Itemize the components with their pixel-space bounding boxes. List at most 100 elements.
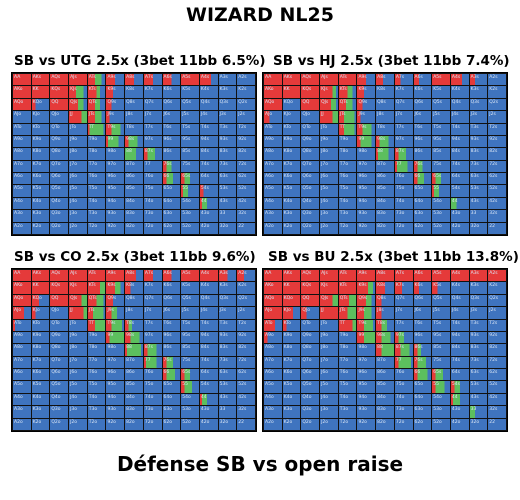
hand-label: K5o (283, 382, 293, 388)
hand-label: QTo (302, 320, 311, 326)
hand-label: T3s (470, 320, 479, 326)
hand-cell: 74s (199, 356, 218, 369)
hand-label: T4o (88, 394, 98, 400)
hand-cell: 65s (432, 173, 450, 185)
hand-label: 33 (470, 407, 477, 413)
hand-label: 97s (144, 332, 153, 338)
hand-label: 72s (489, 357, 498, 363)
hand-label: 62s (489, 370, 498, 376)
hand-label: Q7o (51, 357, 61, 363)
hand-label: 62s (238, 174, 247, 180)
hand-label: 74s (200, 161, 209, 167)
hand-label: K4o (32, 198, 42, 204)
hand-label: J6s (414, 308, 422, 314)
hand-cell: 33 (469, 210, 488, 222)
hand-label: K8s (377, 87, 386, 93)
hand-label: A5o (14, 382, 23, 388)
hand-label: 55 (433, 186, 439, 192)
hand-cell: AA (13, 270, 31, 282)
hand-label: Q5s (182, 99, 191, 105)
hand-cell: A7o (13, 356, 31, 369)
hand-label: KJo (283, 308, 291, 314)
hand-label: 32s (238, 407, 247, 413)
hand-cell: 22 (237, 418, 255, 430)
hand-cell: 66 (162, 173, 181, 185)
hand-label: 92s (489, 332, 498, 338)
hand-cell: K6o (282, 173, 301, 185)
hand-cell: J4o (69, 393, 87, 406)
hand-cell: 75s (432, 160, 450, 173)
hand-label: T8s (126, 124, 135, 130)
hand-cell: 94o (106, 197, 125, 210)
hand-cell: QQ (50, 98, 69, 111)
hand-cell: JJ (320, 307, 338, 319)
hand-cell: T9s (357, 319, 376, 331)
hand-label: J5s (433, 112, 440, 118)
hand-label: T3o (88, 211, 98, 217)
hand-label: A5o (265, 382, 274, 388)
hand-cell: T9o (87, 331, 106, 344)
hand-label: KTs (88, 87, 96, 93)
hand-cell: J2s (488, 111, 506, 123)
hand-label: 53s (219, 382, 228, 388)
hand-label: 73s (470, 357, 479, 363)
hand-cell: 32s (237, 406, 255, 418)
hand-label: A4o (265, 394, 274, 400)
hand-cell: 83o (125, 406, 143, 418)
hand-label: ATo (14, 320, 22, 326)
hand-label: 95s (182, 332, 191, 338)
hand-cell: Q7o (301, 356, 320, 369)
hand-label: J2o (321, 419, 329, 425)
hand-label: AJs (70, 75, 77, 80)
hand-cell: 82o (125, 418, 143, 430)
hand-cell: K5o (31, 381, 50, 393)
hand-label: J6s (414, 112, 422, 118)
hand-cell: A6o (13, 173, 31, 185)
hand-label: AA (265, 75, 272, 80)
hand-label: Q4s (200, 99, 210, 105)
hand-cell: 88 (376, 148, 394, 160)
hand-cell: T4s (199, 319, 218, 331)
hand-label: A2s (238, 75, 247, 80)
hand-label: K4s (451, 87, 461, 93)
hand-cell: Q3o (301, 210, 320, 222)
hand-label: J7o (321, 357, 329, 363)
hand-label: 97o (358, 161, 367, 167)
hand-label: K3o (32, 211, 42, 217)
hand-cell: 44 (199, 197, 218, 210)
hand-cell: J3o (320, 210, 338, 222)
range-grid-sb-vs-bu: AA AKs AQs AJs ATs A9s A8s A7s A6s A5s A4s A3s A2s AK… (262, 268, 508, 432)
hand-label: 62o (414, 419, 424, 425)
hand-cell: A7s (143, 270, 162, 282)
hand-label: A3s (470, 75, 479, 80)
hand-label: 22 (238, 223, 245, 229)
hand-label: 87s (395, 149, 404, 155)
hand-label: KQs (51, 87, 61, 93)
hand-cell: 62s (237, 173, 255, 185)
hand-cell: 75s (181, 356, 199, 369)
hand-cell: K4s (450, 86, 469, 98)
hand-cell: J3s (469, 111, 488, 123)
hand-cell: QTo (301, 319, 320, 331)
hand-label: 94o (107, 394, 116, 400)
hand-cell: Q6s (162, 294, 181, 307)
hand-cell: 73s (469, 160, 488, 173)
hand-label: Q2o (302, 223, 312, 229)
hand-label: J4o (70, 198, 78, 204)
hand-cell: 93s (218, 135, 237, 148)
hand-cell: 54s (450, 185, 469, 197)
hand-cell: J7o (69, 160, 87, 173)
hand-label: A3s (219, 271, 228, 276)
hand-label: Q2o (51, 419, 61, 425)
hand-cell: K7o (31, 356, 50, 369)
hand-label: A7s (144, 271, 154, 276)
hand-label: ATs (88, 75, 96, 80)
hand-label: 66 (414, 370, 421, 376)
hand-label: 32s (489, 407, 498, 413)
hand-label: T5s (433, 124, 442, 130)
hand-label: J7o (321, 161, 329, 167)
hand-cell: Q2s (237, 294, 255, 307)
hand-label: AQo (265, 99, 275, 105)
hand-label: JTo (70, 124, 77, 130)
hand-cell: KK (282, 282, 301, 294)
